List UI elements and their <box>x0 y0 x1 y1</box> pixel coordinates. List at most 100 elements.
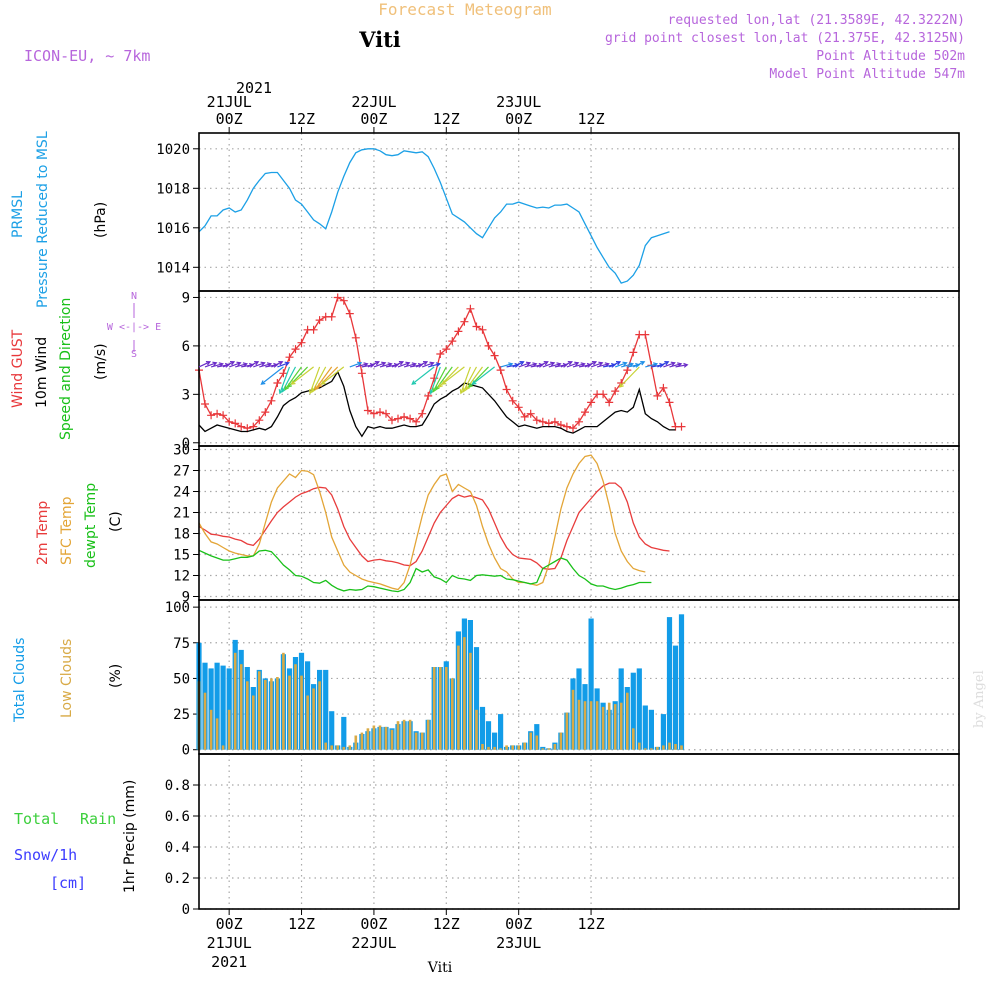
wind-arrow-head <box>254 361 260 366</box>
wind-arrow-head <box>574 361 580 367</box>
ytick-label: 9 <box>182 290 190 306</box>
low-cloud-bar <box>644 748 647 750</box>
credit-watermark: by Angel <box>972 670 987 728</box>
compass-north: N <box>131 291 137 302</box>
top-time-label: 00Z <box>216 110 243 128</box>
sfc-label: SFC Temp <box>59 496 75 565</box>
ytick-label: 1014 <box>156 260 190 276</box>
low-cloud-bar <box>432 667 436 750</box>
low-cloud-bar <box>583 701 587 750</box>
gust-point <box>448 337 457 346</box>
series-line-wind-gust <box>198 296 682 429</box>
wind-direction-arrow <box>411 366 435 385</box>
wind-arrow-head <box>411 380 417 385</box>
low-cloud-bar <box>499 748 502 750</box>
wind-arrow-head <box>435 362 442 367</box>
ytick-label: 0 <box>182 743 190 759</box>
gust-point <box>599 390 608 399</box>
ytick-label: 50 <box>173 671 190 687</box>
bottom-time-label: 21JUL <box>207 934 252 952</box>
pressure-unit: (hPa) <box>93 202 109 238</box>
low-cloud-bar <box>541 748 545 750</box>
low-cloud-bar <box>493 746 496 750</box>
wind-arrow-head <box>320 380 326 385</box>
low-cloud-bar <box>264 679 267 750</box>
wind-direction-arrow <box>500 363 513 368</box>
low-cloud-bar <box>221 745 225 750</box>
low-cloud-bar <box>246 681 249 750</box>
low-cloud-bar <box>463 637 466 750</box>
wind-arrow-head <box>468 383 474 388</box>
total-cloud-bar <box>678 614 685 750</box>
wind-direction-arrow <box>309 366 321 394</box>
low-cloud-bar <box>619 702 623 750</box>
wind-direction-arrow <box>391 361 404 368</box>
wind-direction-arrow <box>441 366 465 385</box>
wind-direction-arrow <box>524 363 537 368</box>
wind-arrow-head <box>411 362 417 367</box>
gust-point <box>388 416 396 425</box>
gust-point <box>267 396 276 405</box>
low-cloud-bar <box>420 732 424 750</box>
wind-arrow-head <box>260 361 266 367</box>
pressure-label: Pressure Reduced to MSL <box>35 131 51 308</box>
wind-arrow-head <box>550 361 556 367</box>
wind-arrow-head <box>314 385 320 391</box>
wind-arrow-head <box>422 361 429 366</box>
gust-point <box>309 325 318 334</box>
wind-arrow-head <box>508 362 514 367</box>
low-cloud-bar <box>589 701 593 750</box>
total-cloud-bar <box>323 669 329 750</box>
low-cloud-bar <box>457 645 460 750</box>
precip-total-label: Total <box>14 810 59 828</box>
wind-direction-arrow <box>621 363 633 368</box>
wind10-label: 10m Wind <box>34 337 50 408</box>
panel-frame <box>198 753 960 910</box>
pressure-side-labels: PRMSL Pressure Reduced to MSL (hPa) <box>10 131 109 308</box>
gust-point <box>562 422 571 431</box>
wind-direction-arrow <box>614 362 627 368</box>
gust-point <box>629 348 638 357</box>
low-cloud-bar <box>390 729 394 750</box>
gust-label: Wind GUST <box>10 329 26 408</box>
wind-direction-arrow <box>619 366 640 388</box>
gust-point <box>297 338 306 347</box>
precip-cm-label: [cm] <box>50 874 86 892</box>
wind-arrow-head <box>683 362 689 368</box>
gust-point <box>225 417 234 426</box>
wind-direction-arrow <box>349 362 362 368</box>
precip-unit: 1hr Precip (mm) <box>122 780 138 893</box>
wind-arrow-head <box>652 362 659 367</box>
wind-direction-arrow <box>228 362 241 368</box>
low-cloud-bar <box>282 652 285 750</box>
wind-arrow-head <box>242 362 249 367</box>
gust-point <box>279 369 288 378</box>
gust-point <box>315 316 324 325</box>
gust-point <box>382 409 390 418</box>
compass-label: W <-|-> E <box>107 322 161 333</box>
low-cloud-bar <box>360 732 364 750</box>
gust-point <box>514 403 523 412</box>
year-label: 2021 <box>236 79 272 97</box>
gust-point <box>569 424 577 433</box>
wind-direction-arrow <box>321 366 345 385</box>
total-cloud-bar <box>660 714 666 750</box>
wind-arrow-head <box>260 380 266 385</box>
gust-point <box>508 396 517 405</box>
wind-arrow-head <box>381 361 387 367</box>
low-cloud-bar <box>372 725 376 750</box>
wind-arrow-head <box>284 361 290 367</box>
low-cloud-bar <box>300 675 303 750</box>
wind-direction-arrow <box>608 361 621 368</box>
wind-direction-arrow <box>633 361 645 368</box>
gust-point <box>213 409 222 418</box>
gust-point <box>581 408 589 417</box>
wind-direction-arrow <box>430 366 441 394</box>
wind-direction-arrow <box>669 363 682 368</box>
prmsl-label: PRMSL <box>10 191 26 238</box>
bottom-time-label: 00Z <box>360 915 387 933</box>
wind-direction-arrow <box>253 362 265 368</box>
wind-direction-arrow <box>198 361 211 368</box>
low-cloud-bar <box>626 692 629 750</box>
wind-arrow-head <box>471 380 477 385</box>
